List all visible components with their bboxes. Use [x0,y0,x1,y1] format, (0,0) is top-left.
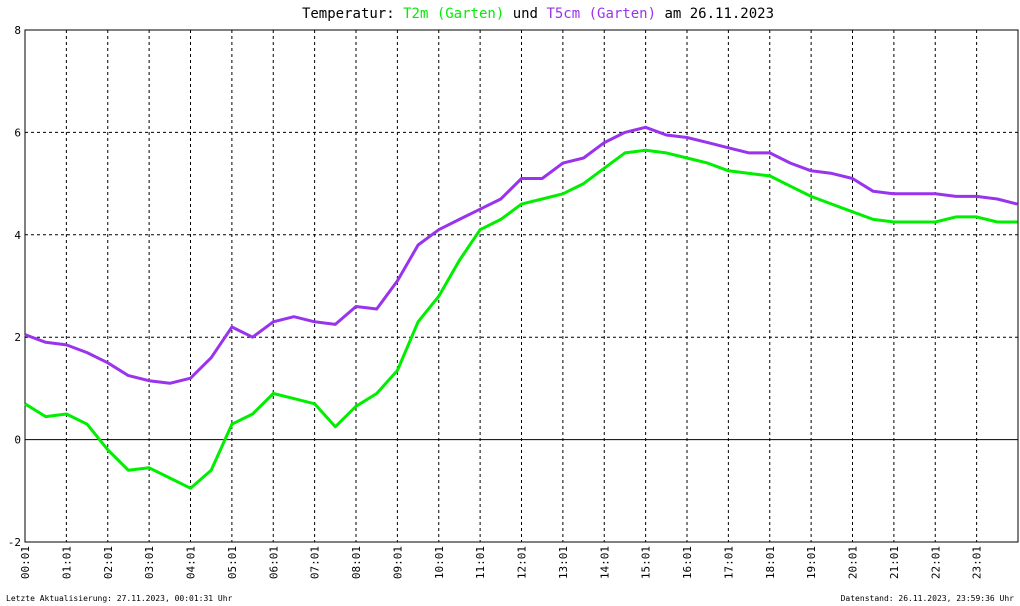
y-tick-label: 8 [14,24,21,37]
x-tick-label: 02:01 [102,546,115,579]
x-tick-label: 21:01 [888,546,901,579]
title-mid: und [513,6,538,22]
x-tick-label: 01:01 [60,546,73,579]
footer-right: Datenstand: 26.11.2023, 23:59:36 Uhr [841,594,1015,603]
x-tick-label: 07:01 [309,546,322,579]
title-prefix: Temperatur: [302,6,395,22]
x-tick-label: 16:01 [681,546,694,579]
x-tick-label: 15:01 [640,546,653,579]
x-tick-label: 00:01 [19,546,32,579]
y-tick-label: 2 [14,331,21,344]
x-tick-label: 22:01 [929,546,942,579]
plot-frame [24,29,1019,543]
x-tick-label: 06:01 [267,546,280,579]
title-series: T5cm (Garten) [546,6,656,22]
x-tick-label: 18:01 [764,546,777,579]
x-tick-label: 12:01 [516,546,529,579]
x-tick-label: 10:01 [433,546,446,579]
y-tick-label: 6 [14,126,21,139]
x-tick-label: 08:01 [350,546,363,579]
title-series: T2m (Garten) [403,6,504,22]
x-tick-label: 13:01 [557,546,570,579]
x-tick-label: 20:01 [847,546,860,579]
y-tick-label: -2 [8,536,21,549]
x-tick-label: 14:01 [598,546,611,579]
x-tick-label: 17:01 [722,546,735,579]
footer-left: Letzte Aktualisierung: 27.11.2023, 00:01… [6,594,233,603]
x-tick-label: 05:01 [226,546,239,579]
title-suffix: am 26.11.2023 [664,6,774,22]
series-line [24,125,1018,385]
x-tick-label: 11:01 [474,546,487,579]
y-tick-label: 0 [14,434,21,447]
chart-title: Temperatur: T2m (Garten) und T5cm (Garte… [302,6,774,22]
x-tick-label: 03:01 [143,546,156,579]
y-tick-label: 4 [14,229,21,242]
x-tick-label: 23:01 [971,546,984,579]
series-line [24,148,1018,490]
x-tick-label: 09:01 [391,546,404,579]
x-tick-label: 04:01 [185,546,198,579]
x-tick-label: 19:01 [805,546,818,579]
